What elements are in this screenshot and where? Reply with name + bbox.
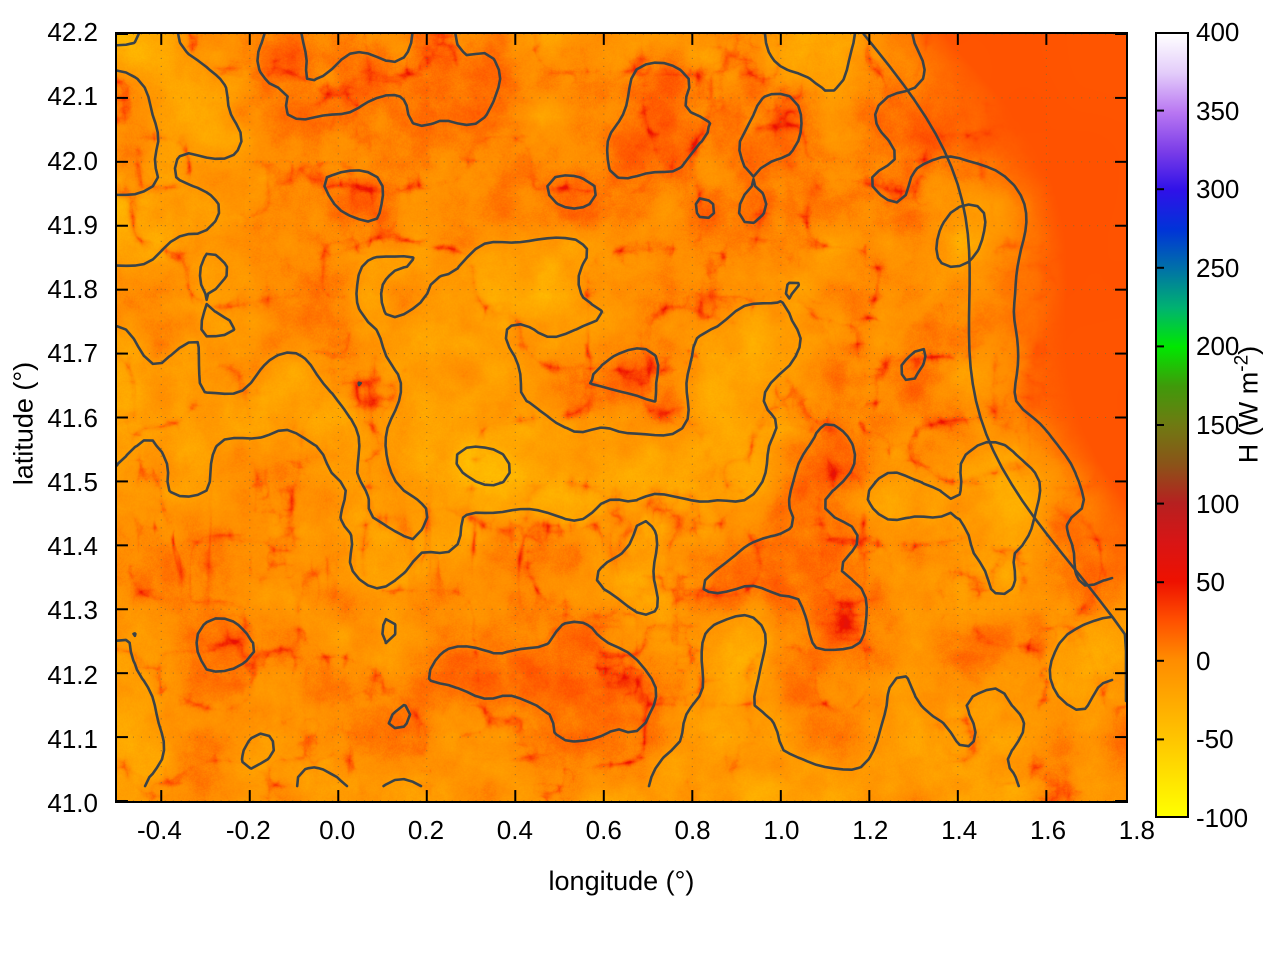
- colorbar-tick-label: 100: [1196, 488, 1240, 519]
- x-tick-label: -0.4: [137, 815, 182, 845]
- y-tick-label: 41.8: [47, 274, 98, 304]
- y-tick-label: 41.7: [47, 338, 98, 369]
- y-tick-label: 42.1: [47, 81, 98, 112]
- y-tick-label: 41.5: [47, 466, 98, 497]
- colorbar-tick-label: 350: [1196, 95, 1240, 126]
- colorbar-tick-label: -50: [1196, 724, 1234, 755]
- x-tick-label: 1.2: [852, 815, 889, 845]
- y-tick-label: 41.1: [47, 723, 98, 754]
- colorbar-title-exponent: -2: [1231, 354, 1253, 372]
- colorbar-tick-marks: [1155, 109, 1164, 741]
- x-axis-title: longitude (°): [548, 866, 695, 896]
- colorbar-tick-label: 300: [1196, 174, 1240, 205]
- colorbar-tick-label: 50: [1196, 567, 1225, 598]
- x-tick-label: 0.4: [496, 815, 533, 845]
- x-tick-label: 1.4: [941, 815, 978, 845]
- x-tick-label: 1.0: [763, 815, 800, 845]
- colorbar-title-tail: ): [1233, 345, 1264, 355]
- x-tick-label: 0.8: [674, 815, 711, 845]
- colorbar-title-text: H (W m: [1233, 371, 1264, 464]
- y-tick-label: 42.2: [47, 17, 98, 47]
- colorbar-tick-label: 250: [1196, 252, 1240, 283]
- y-tick-label: 41.9: [47, 209, 98, 240]
- plot-area: [115, 32, 1128, 803]
- colorbar-tick-label: 150: [1196, 410, 1240, 440]
- y-tick-label: 42.0: [47, 145, 98, 176]
- y-tick-label: 41.6: [47, 402, 98, 433]
- colorbar-tick-label: 200: [1196, 331, 1240, 362]
- y-tick-label: 41.2: [47, 659, 98, 690]
- colorbar-title: H (W m-2): [1232, 285, 1265, 525]
- colorbar-tick-label: 0: [1196, 645, 1211, 676]
- x-tick-label: 1.8: [1118, 815, 1155, 845]
- colorbar-tick-label: 400: [1196, 17, 1240, 47]
- axis-tick-marks: [117, 34, 1126, 801]
- colorbar-tick-label: -100: [1196, 803, 1249, 833]
- contour-lines: [117, 34, 1126, 788]
- x-tick-label: 0.0: [319, 815, 356, 845]
- x-tick-label: 1.6: [1029, 815, 1067, 845]
- x-tick-label: 0.6: [585, 815, 622, 845]
- y-tick-label: 41.0: [47, 788, 98, 818]
- y-axis-title: latitude (°): [8, 361, 39, 486]
- y-tick-label: 41.3: [47, 595, 98, 626]
- y-tick-label: 41.4: [47, 531, 98, 561]
- x-tick-label: -0.2: [225, 815, 271, 845]
- x-tick-label: 0.2: [407, 815, 445, 845]
